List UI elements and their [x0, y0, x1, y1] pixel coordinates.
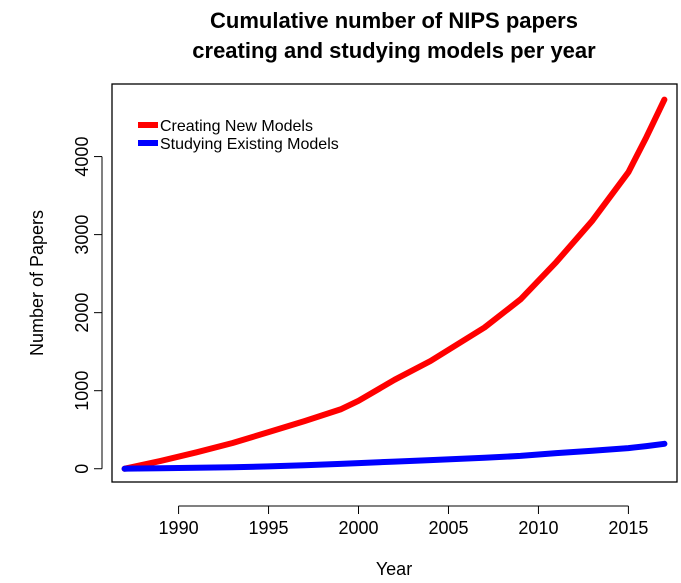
legend-label-creating: Creating New Models: [160, 118, 313, 135]
x-tick-label: 1990: [159, 518, 199, 538]
chart-title-line-2: creating and studying models per year: [192, 38, 596, 63]
x-axis: 1990 1995 2000 2005 2010 2015: [159, 505, 648, 538]
x-tick-label: 2010: [518, 518, 558, 538]
legend: Creating New Models Studying Existing Mo…: [138, 118, 339, 153]
series-layer: [121, 96, 668, 472]
y-tick-label: 4000: [72, 137, 92, 177]
x-tick-label: 1995: [249, 518, 289, 538]
series-line-studying: [121, 440, 668, 472]
x-tick-label: 2000: [338, 518, 378, 538]
plot-frame: [111, 83, 678, 483]
chart-title-line-1: Cumulative number of NIPS papers: [210, 8, 578, 33]
y-axis: 0 1000 2000 3000 4000: [72, 137, 103, 474]
y-axis-label: Number of Papers: [27, 210, 47, 356]
y-tick-label: 1000: [72, 371, 92, 411]
x-tick-label: 2005: [428, 518, 468, 538]
x-tick-label: 2015: [608, 518, 648, 538]
y-tick-label: 2000: [72, 293, 92, 333]
series-line-creating: [121, 96, 668, 472]
x-axis-label: Year: [376, 559, 412, 579]
legend-label-studying: Studying Existing Models: [160, 136, 339, 153]
y-tick-label: 3000: [72, 215, 92, 255]
y-tick-label: 0: [72, 464, 92, 474]
